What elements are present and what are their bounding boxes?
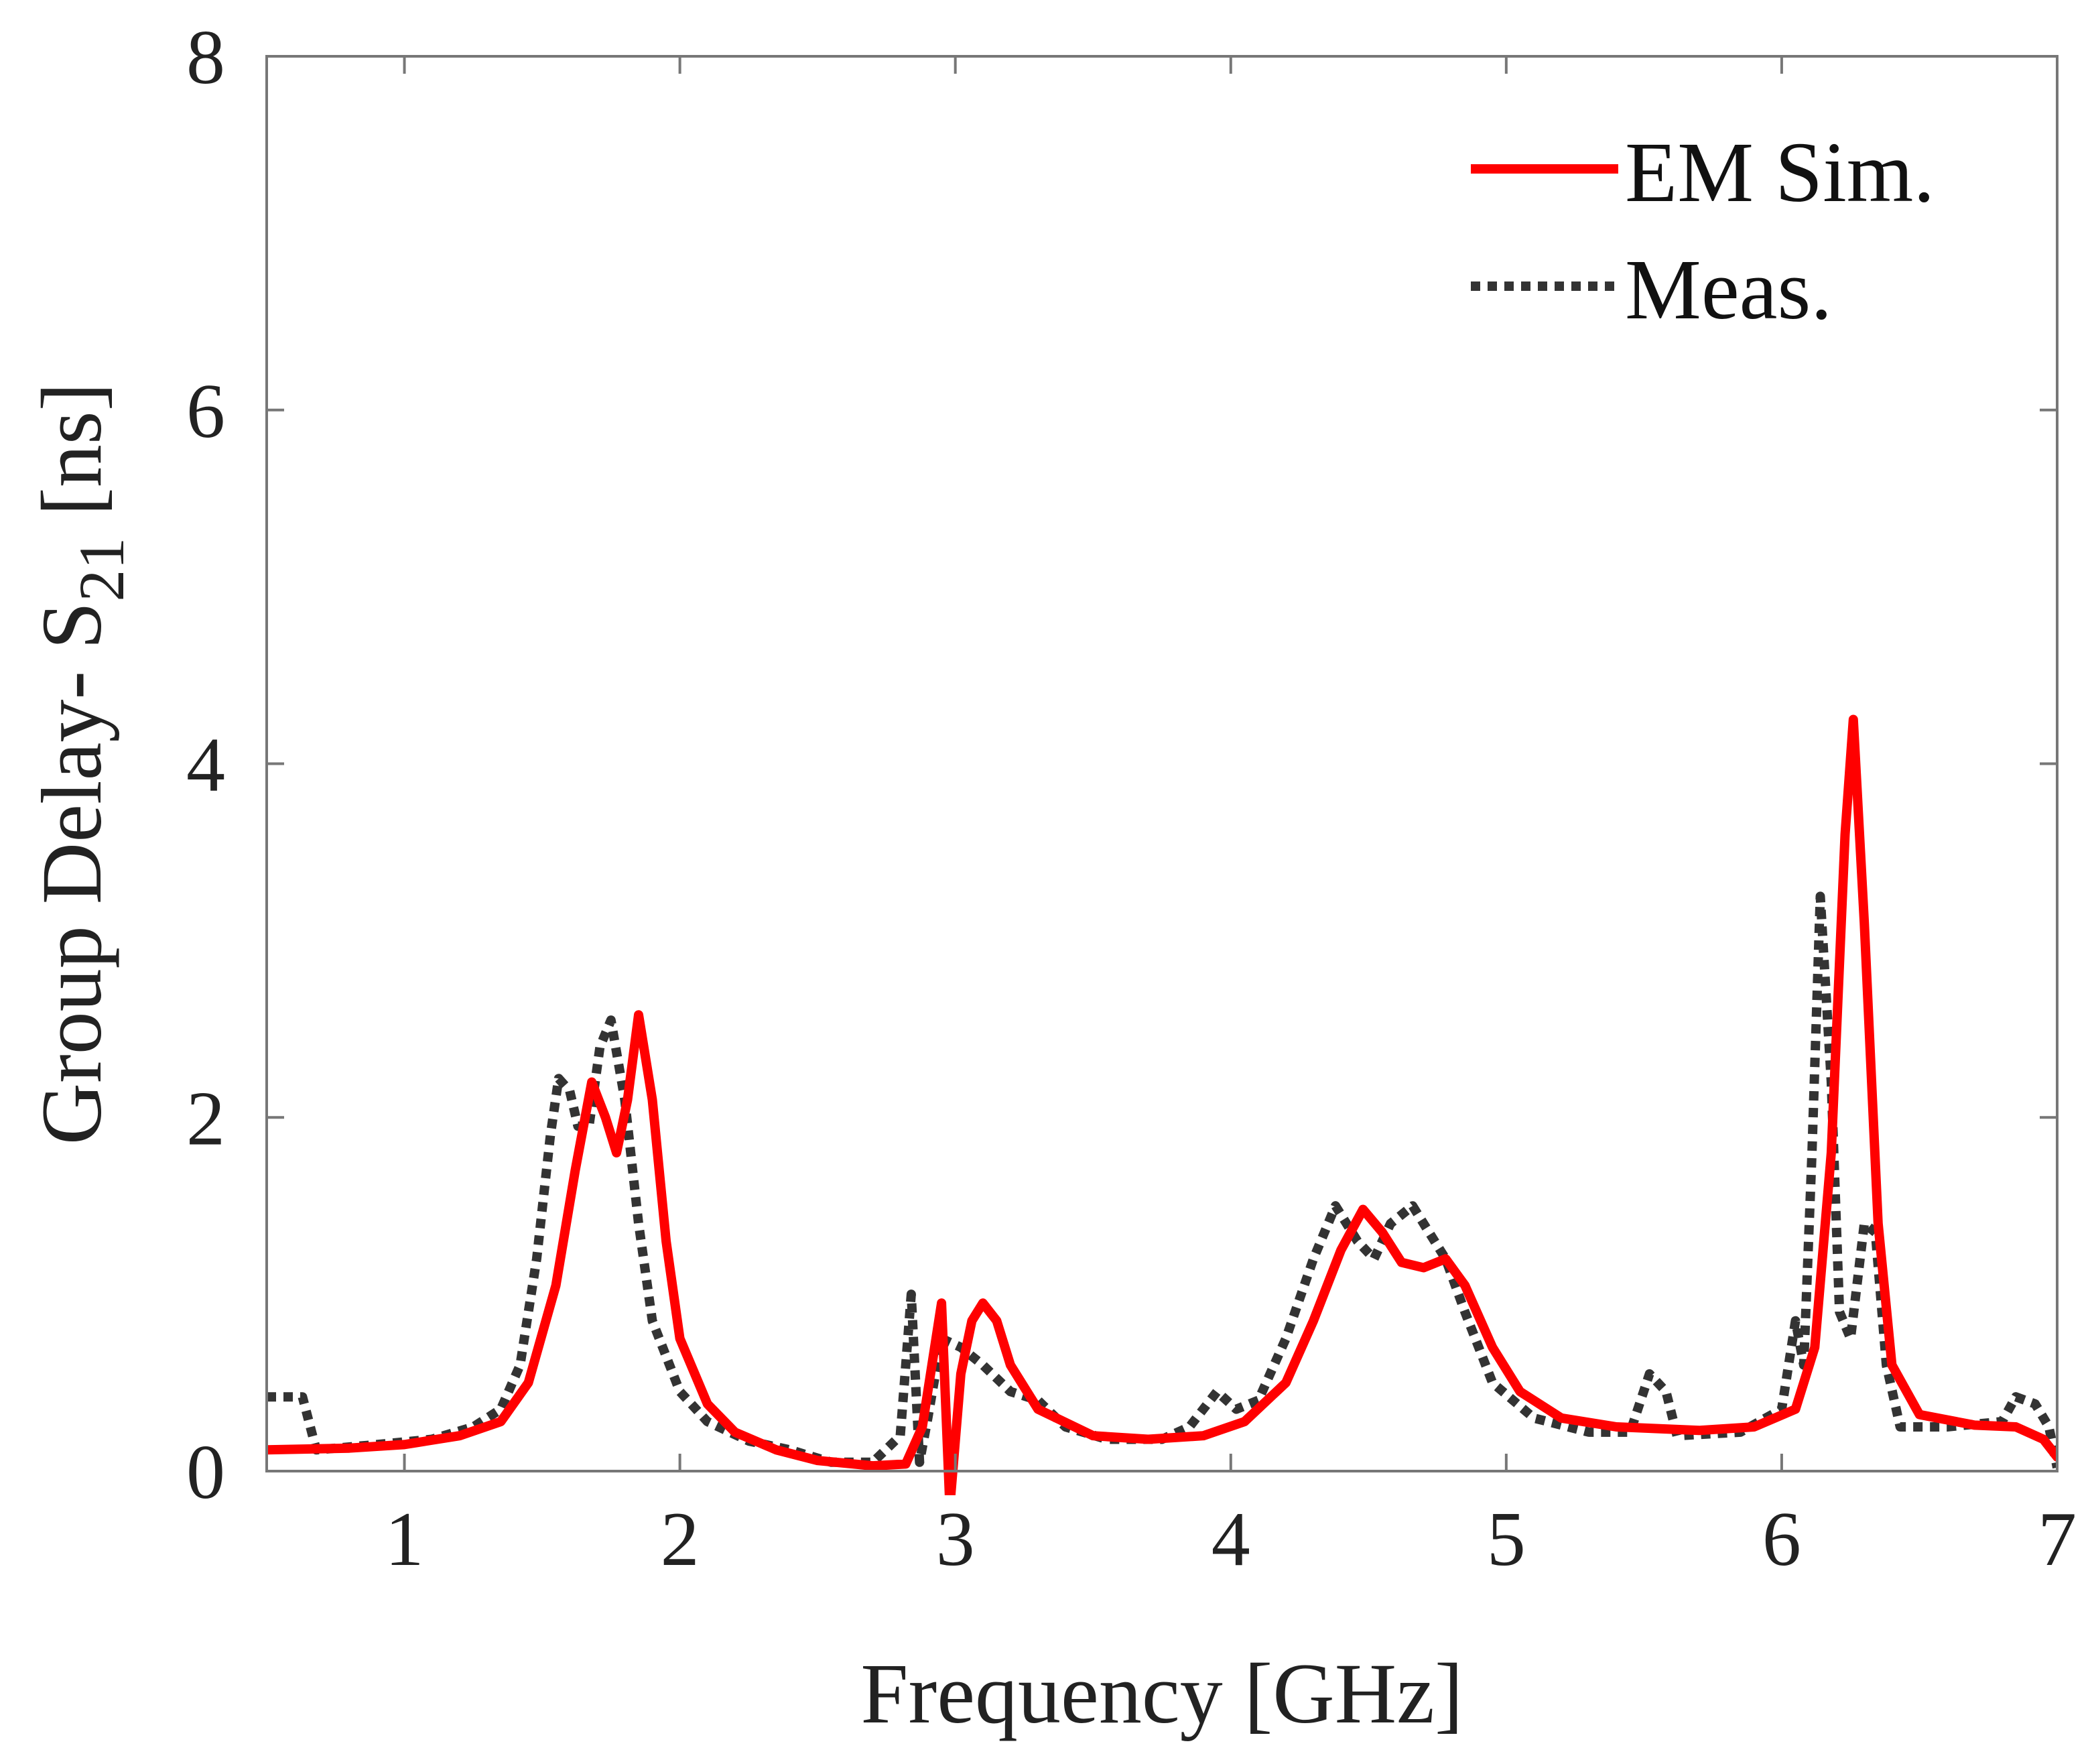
series-line-em-sim [267,714,2057,1495]
x-tick-label: 1 [385,1497,424,1582]
x-tick-label: 3 [936,1497,975,1582]
y-tick-label: 2 [186,1076,225,1161]
y-axis-title-subscript: 21 [66,538,137,602]
y-axis-title-main: Group Delay- S [24,602,119,1145]
plot-frame [265,55,2058,1472]
legend: EM Sim. Meas. [1471,125,1935,337]
y-tick-label: 4 [186,722,225,808]
x-tick-label: 4 [1212,1497,1250,1582]
y-axis-title-unit: [ns] [24,383,119,538]
y-tick-label: 6 [186,369,225,454]
tick-label-layer: 1 2 3 4 5 6 7 0 2 4 6 8 [186,15,2077,1582]
x-tick-label: 2 [661,1497,700,1582]
x-tick-label: 5 [1487,1497,1526,1582]
y-tick-label: 0 [186,1430,225,1515]
legend-label-meas: Meas. [1625,242,1832,337]
x-tick-label: 7 [2038,1497,2077,1582]
x-axis-title: Frequency [GHz] [860,1646,1463,1741]
legend-label-em-sim: EM Sim. [1625,125,1935,220]
series-layer [267,714,2057,1495]
y-tick-label: 8 [186,15,225,101]
x-tick-label: 6 [1762,1497,1801,1582]
y-axis-title: Group Delay- S21 [ns] [24,383,137,1145]
